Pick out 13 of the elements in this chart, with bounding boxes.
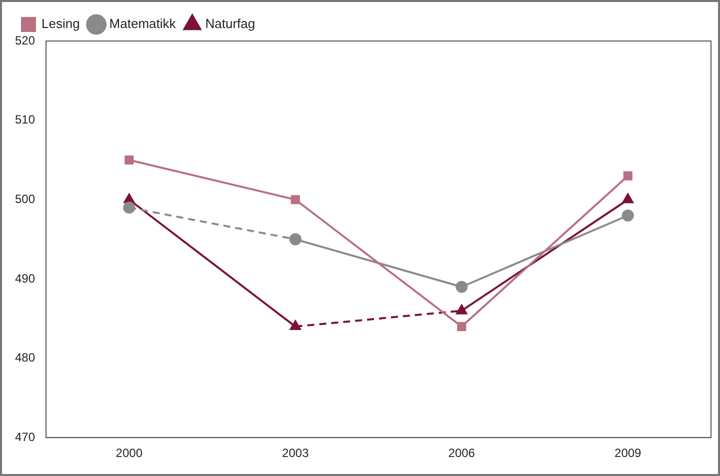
y-tick-label: 500 — [14, 192, 36, 206]
y-tick-label: 510 — [14, 112, 36, 127]
x-tick-label: 2000 — [116, 446, 143, 460]
legend-label: Naturfag — [205, 16, 256, 32]
legend-label: Lesing — [42, 16, 80, 32]
legend-label: Matematikk — [109, 16, 176, 32]
y-tick-label: 480 — [14, 350, 36, 365]
y-tick-label: 490 — [14, 271, 36, 286]
y-tick-label: 470 — [14, 430, 36, 444]
y-tick-label: 520 — [14, 33, 36, 48]
x-tick-label: 2009 — [614, 446, 642, 460]
x-tick-label: 2003 — [282, 446, 310, 460]
x-tick-label: 2006 — [448, 446, 476, 460]
